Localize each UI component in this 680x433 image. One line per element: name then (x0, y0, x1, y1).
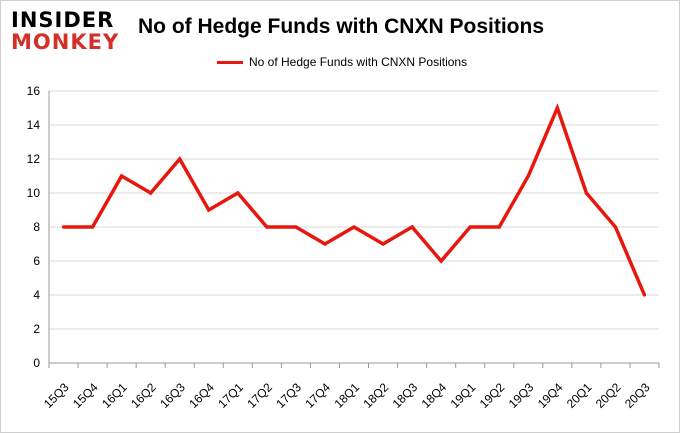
x-tick-label: 18Q2 (361, 380, 392, 411)
y-tick-label: 10 (27, 186, 41, 200)
data-point (61, 225, 66, 229)
x-tick-labels: 15Q315Q416Q116Q216Q316Q417Q117Q217Q317Q4… (41, 380, 653, 411)
logo-line-1: INSIDER (11, 8, 115, 32)
logo-line-2: MONKEY (11, 30, 120, 54)
y-tick-label: 14 (27, 118, 41, 132)
x-tick-label: 17Q1 (215, 380, 246, 411)
data-point (439, 259, 443, 263)
data-point (642, 293, 647, 297)
x-tick-label: 20Q3 (622, 380, 653, 411)
data-point (120, 174, 124, 178)
x-tick-label: 17Q2 (244, 380, 275, 411)
data-point (265, 225, 269, 229)
series-layer (61, 103, 647, 297)
x-tick-label: 16Q1 (99, 380, 130, 411)
data-point (526, 174, 530, 178)
y-tick-label: 6 (33, 254, 40, 268)
x-tick-label: 20Q2 (593, 380, 624, 411)
data-point (352, 225, 356, 229)
data-point (236, 191, 240, 195)
chart-title: No of Hedge Funds with CNXN Positions (138, 15, 544, 38)
chart-legend: No of Hedge Funds with CNXN Positions (217, 55, 467, 69)
x-tick-label: 16Q4 (186, 380, 217, 411)
legend-label: No of Hedge Funds with CNXN Positions (249, 55, 468, 69)
data-point (90, 225, 95, 229)
data-point (613, 225, 618, 229)
data-point (497, 225, 501, 229)
data-point (555, 106, 559, 110)
y-tick-label: 12 (27, 152, 41, 166)
data-point (468, 225, 472, 229)
x-tick-label: 15Q4 (70, 380, 101, 411)
data-point (410, 225, 414, 229)
data-point (178, 157, 182, 161)
x-tick-label: 15Q3 (41, 380, 72, 411)
x-tick-label: 18Q3 (390, 380, 421, 411)
legend-swatch (217, 60, 243, 64)
insider-monkey-logo: INSIDER MONKEY (11, 9, 127, 53)
x-tick-label: 19Q1 (448, 380, 479, 411)
data-point (323, 242, 327, 246)
data-point (149, 191, 153, 195)
data-point (207, 208, 211, 212)
series-line (63, 103, 647, 296)
y-tick-label: 2 (33, 322, 40, 336)
x-tick-label: 19Q3 (506, 380, 537, 411)
axes (48, 91, 660, 368)
data-point (584, 191, 588, 195)
x-tick-label: 17Q4 (302, 380, 333, 411)
x-tick-label: 17Q3 (273, 380, 304, 411)
data-point (294, 225, 298, 229)
x-tick-label: 16Q3 (157, 380, 188, 411)
data-point (381, 242, 385, 246)
x-tick-label: 18Q4 (419, 380, 450, 411)
x-tick-label: 19Q4 (535, 380, 566, 411)
y-tick-labels: 0 2 4 6 8 10 12 14 16 (27, 84, 41, 370)
x-tick-label: 19Q2 (477, 380, 508, 411)
y-tick-label: 8 (33, 220, 40, 234)
y-tick-label: 0 (33, 356, 40, 370)
gridlines (49, 90, 659, 330)
x-tick-label: 16Q2 (128, 380, 159, 411)
x-tick-label: 18Q1 (331, 380, 362, 411)
x-tick-label: 20Q1 (564, 380, 595, 411)
y-tick-label: 4 (33, 288, 40, 302)
y-tick-label: 16 (27, 84, 41, 98)
